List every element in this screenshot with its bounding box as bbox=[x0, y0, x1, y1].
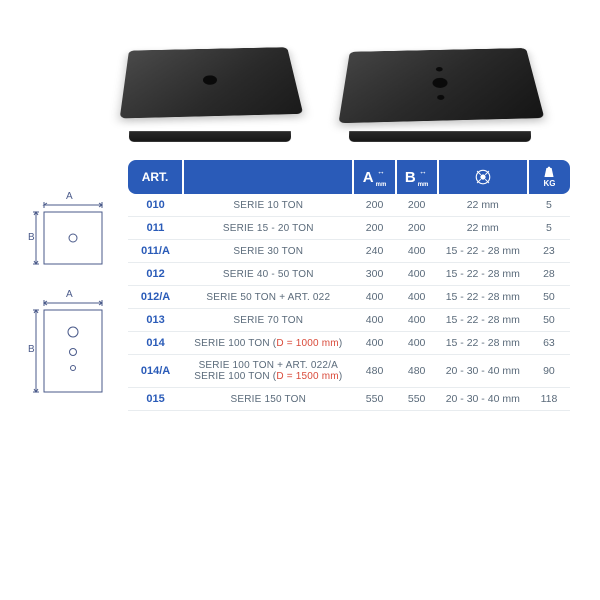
cell-hole: 15 - 22 - 28 mm bbox=[438, 286, 528, 309]
table-row: 012SERIE 40 - 50 TON30040015 - 22 - 28 m… bbox=[128, 263, 570, 286]
cell-art: 011/A bbox=[128, 240, 183, 263]
table-row: 014/ASERIE 100 TON + ART. 022/ASERIE 100… bbox=[128, 355, 570, 388]
cell-art: 011 bbox=[128, 217, 183, 240]
table-row: 010SERIE 10 TON20020022 mm5 bbox=[128, 194, 570, 217]
cell-a: 480 bbox=[353, 355, 395, 388]
cell-hole: 15 - 22 - 28 mm bbox=[438, 332, 528, 355]
cell-hole: 15 - 22 - 28 mm bbox=[438, 309, 528, 332]
dim-b-label: B bbox=[28, 232, 35, 243]
cell-art: 012 bbox=[128, 263, 183, 286]
diagram-svg-2 bbox=[30, 300, 112, 400]
cell-art: 014 bbox=[128, 332, 183, 355]
cell-desc: SERIE 100 TON (D = 1000 mm) bbox=[183, 332, 353, 355]
cell-desc: SERIE 10 TON bbox=[183, 194, 353, 217]
table-header: ART. A↔mm B↔mm bbox=[128, 160, 570, 194]
cell-b: 400 bbox=[396, 309, 438, 332]
spec-table: ART. A↔mm B↔mm bbox=[128, 160, 570, 411]
table-row: 013SERIE 70 TON40040015 - 22 - 28 mm50 bbox=[128, 309, 570, 332]
dim-a-label-2: A bbox=[66, 289, 73, 300]
cell-a: 400 bbox=[353, 332, 395, 355]
col-dim-a: A↔mm bbox=[353, 160, 395, 194]
plate-image-2 bbox=[345, 30, 535, 135]
dim-a-label: A bbox=[66, 191, 73, 202]
cell-b: 200 bbox=[396, 217, 438, 240]
cell-a: 200 bbox=[353, 194, 395, 217]
col-desc bbox=[183, 160, 353, 194]
cell-hole: 22 mm bbox=[438, 217, 528, 240]
cell-b: 400 bbox=[396, 332, 438, 355]
cell-art: 012/A bbox=[128, 286, 183, 309]
cell-kg: 50 bbox=[528, 286, 570, 309]
cell-kg: 5 bbox=[528, 194, 570, 217]
cell-a: 300 bbox=[353, 263, 395, 286]
dim-b-label-2: B bbox=[28, 344, 35, 355]
cell-b: 400 bbox=[396, 240, 438, 263]
cell-a: 550 bbox=[353, 388, 395, 411]
cell-art: 015 bbox=[128, 388, 183, 411]
cell-kg: 5 bbox=[528, 217, 570, 240]
cell-desc: SERIE 15 - 20 TON bbox=[183, 217, 353, 240]
table-row: 011/ASERIE 30 TON24040015 - 22 - 28 mm23 bbox=[128, 240, 570, 263]
dimension-diagrams: A B A B bbox=[30, 160, 116, 411]
cell-hole: 20 - 30 - 40 mm bbox=[438, 388, 528, 411]
weight-icon bbox=[541, 166, 557, 179]
cell-desc: SERIE 70 TON bbox=[183, 309, 353, 332]
cell-desc: SERIE 40 - 50 TON bbox=[183, 263, 353, 286]
cell-b: 480 bbox=[396, 355, 438, 388]
spec-table-area: ART. A↔mm B↔mm bbox=[128, 160, 570, 411]
table-row: 011SERIE 15 - 20 TON20020022 mm5 bbox=[128, 217, 570, 240]
cell-art: 010 bbox=[128, 194, 183, 217]
cell-a: 400 bbox=[353, 309, 395, 332]
cell-kg: 28 bbox=[528, 263, 570, 286]
cell-art: 013 bbox=[128, 309, 183, 332]
cell-b: 550 bbox=[396, 388, 438, 411]
cell-hole: 15 - 22 - 28 mm bbox=[438, 240, 528, 263]
cell-desc: SERIE 30 TON bbox=[183, 240, 353, 263]
cell-kg: 23 bbox=[528, 240, 570, 263]
cell-desc: SERIE 150 TON bbox=[183, 388, 353, 411]
cell-hole: 15 - 22 - 28 mm bbox=[438, 263, 528, 286]
cell-desc: SERIE 100 TON + ART. 022/ASERIE 100 TON … bbox=[183, 355, 353, 388]
diagram-three-hole: A B bbox=[30, 300, 116, 400]
cell-b: 400 bbox=[396, 263, 438, 286]
cell-hole: 22 mm bbox=[438, 194, 528, 217]
hole-icon bbox=[474, 168, 492, 186]
col-art: ART. bbox=[128, 160, 183, 194]
cell-kg: 63 bbox=[528, 332, 570, 355]
cell-b: 200 bbox=[396, 194, 438, 217]
diagram-single-hole: A B bbox=[30, 202, 116, 274]
cell-art: 014/A bbox=[128, 355, 183, 388]
col-weight: KG bbox=[528, 160, 570, 194]
col-dim-b: B↔mm bbox=[396, 160, 438, 194]
cell-kg: 118 bbox=[528, 388, 570, 411]
table-row: 015SERIE 150 TON55055020 - 30 - 40 mm118 bbox=[128, 388, 570, 411]
cell-a: 240 bbox=[353, 240, 395, 263]
table-row: 014SERIE 100 TON (D = 1000 mm)40040015 -… bbox=[128, 332, 570, 355]
cell-desc: SERIE 50 TON + ART. 022 bbox=[183, 286, 353, 309]
cell-kg: 50 bbox=[528, 309, 570, 332]
cell-b: 400 bbox=[396, 286, 438, 309]
col-hole bbox=[438, 160, 528, 194]
table-row: 012/ASERIE 50 TON + ART. 02240040015 - 2… bbox=[128, 286, 570, 309]
table-body: 010SERIE 10 TON20020022 mm5011SERIE 15 -… bbox=[128, 194, 570, 411]
diagram-svg-1 bbox=[30, 202, 112, 274]
product-images bbox=[30, 30, 570, 135]
plate-image-1 bbox=[125, 30, 295, 135]
cell-kg: 90 bbox=[528, 355, 570, 388]
cell-a: 400 bbox=[353, 286, 395, 309]
cell-a: 200 bbox=[353, 217, 395, 240]
cell-hole: 20 - 30 - 40 mm bbox=[438, 355, 528, 388]
